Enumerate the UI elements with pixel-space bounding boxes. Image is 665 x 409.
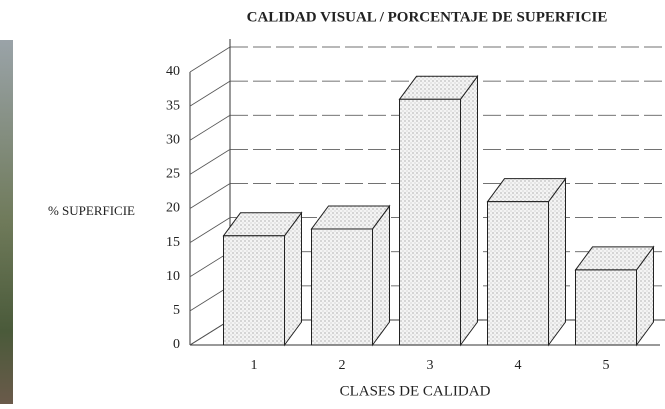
tick-mark: [189, 114, 231, 141]
x-axis-label: CLASES DE CALIDAD: [340, 383, 491, 399]
bar: [399, 98, 461, 346]
y-tick-label: 35: [166, 98, 180, 113]
chart-title: CALIDAD VISUAL / PORCENTAJE DE SUPERFICI…: [247, 9, 608, 25]
x-tick-label: 4: [515, 358, 522, 373]
y-tick-label: 20: [166, 201, 180, 216]
x-tick-label: 5: [603, 358, 610, 373]
bar: [487, 201, 549, 346]
bar: [311, 228, 373, 346]
tick-mark: [189, 46, 231, 73]
bar: [223, 235, 285, 346]
photo-edge: [0, 40, 13, 404]
y-tick-label: 0: [173, 337, 180, 352]
y-tick-label: 10: [166, 269, 180, 284]
x-tick-label: 1: [251, 358, 258, 373]
y-tick-label: 40: [166, 64, 180, 79]
tick-mark: [189, 217, 231, 243]
bar-side: [372, 204, 390, 347]
bar: [575, 269, 637, 346]
tick-mark: [189, 80, 231, 107]
bar-side: [548, 177, 566, 347]
y-axis-label: % SUPERFICIE: [48, 203, 135, 218]
tick-mark: [189, 149, 231, 175]
x-tick-label: 2: [339, 358, 346, 373]
y-tick-label: 5: [173, 303, 180, 318]
bar-side: [460, 74, 478, 347]
y-tick-label: 15: [166, 235, 180, 250]
x-tick-label: 3: [427, 358, 434, 373]
tick-mark: [189, 183, 231, 209]
y-tick-label: 30: [166, 132, 180, 147]
y-tick-label: 25: [166, 167, 180, 182]
